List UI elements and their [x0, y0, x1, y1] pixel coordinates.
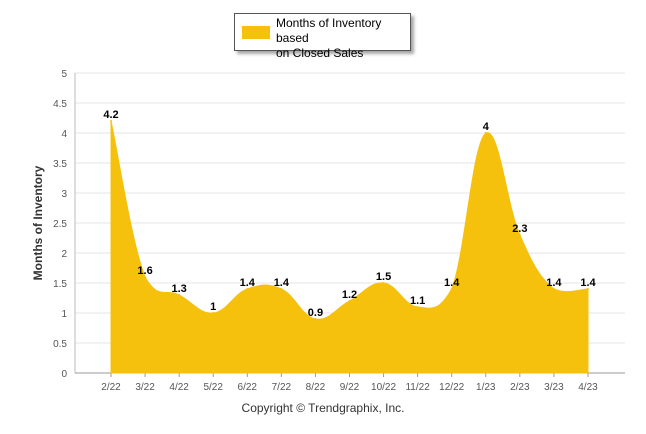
- data-point: [586, 288, 589, 290]
- x-tick-label: 10/22: [371, 382, 396, 393]
- legend-label: Months of Inventory based on Closed Sale…: [276, 16, 408, 61]
- x-tick-label: 2/22: [101, 382, 121, 393]
- y-tick-label: 4: [61, 129, 67, 140]
- data-label: 1.4: [580, 277, 596, 289]
- data-label: 1: [210, 301, 216, 313]
- data-point: [212, 312, 215, 314]
- y-axis-title: Months of Inventory: [31, 165, 45, 280]
- data-label: 1.2: [342, 289, 357, 301]
- legend-label-line2: on Closed Sales: [276, 46, 364, 60]
- data-point: [348, 300, 351, 302]
- y-tick-label: 1.5: [53, 279, 67, 290]
- x-tick-label: 6/22: [238, 382, 258, 393]
- data-point: [484, 132, 487, 134]
- data-point: [110, 120, 112, 122]
- data-point: [144, 276, 147, 278]
- x-tick-label: 3/22: [135, 382, 155, 393]
- y-tick-label: 3: [61, 189, 67, 200]
- x-tick-label: 2/23: [510, 382, 530, 393]
- copyright-text: Copyright © Trendgraphix, Inc.: [241, 401, 405, 415]
- x-tick-label: 5/22: [203, 382, 223, 393]
- y-tick-label: 4.5: [53, 99, 67, 110]
- y-tick-label: 2: [61, 249, 67, 260]
- data-label: 4: [483, 121, 490, 133]
- data-label: 1.4: [274, 277, 290, 289]
- y-tick-label: 2.5: [53, 219, 67, 230]
- data-point: [314, 318, 317, 320]
- data-point: [178, 294, 181, 296]
- data-label: 1.4: [444, 277, 460, 289]
- x-tick-label: 4/22: [169, 382, 189, 393]
- x-tick-label: 12/22: [439, 382, 464, 393]
- data-point: [280, 288, 283, 290]
- area-fill: [110, 120, 589, 374]
- data-point: [552, 288, 555, 290]
- data-label: 1.5: [376, 271, 391, 283]
- data-point: [382, 282, 385, 284]
- area-series: [110, 120, 589, 374]
- y-tick-label: 5: [61, 69, 67, 80]
- x-tick-label: 9/22: [340, 382, 360, 393]
- x-tick-label: 4/23: [578, 382, 598, 393]
- data-point: [450, 288, 453, 290]
- x-tick-label: 8/22: [306, 382, 326, 393]
- chart-legend: Months of Inventory based on Closed Sale…: [234, 13, 411, 60]
- y-tick-label: 3.5: [53, 159, 67, 170]
- data-label: 1.1: [410, 295, 425, 307]
- x-tick-label: 1/23: [476, 382, 496, 393]
- data-label: 1.6: [137, 265, 152, 277]
- x-tick-label: 11/22: [405, 382, 430, 393]
- x-tick-label: 7/22: [272, 382, 292, 393]
- data-label: 1.4: [240, 277, 256, 289]
- y-tick-label: 0: [61, 369, 67, 380]
- data-point: [518, 234, 521, 236]
- data-label: 0.9: [308, 307, 323, 319]
- data-point: [246, 288, 249, 290]
- data-label: 4.2: [103, 109, 118, 121]
- y-tick-label: 1: [61, 309, 67, 320]
- data-point: [416, 306, 419, 308]
- y-tick-label: 0.5: [53, 339, 67, 350]
- data-label: 1.4: [546, 277, 562, 289]
- data-labels: 4.2 1.6 1.3 1 1.4 1.4 0.9 1.2 1.5 1.1 1.4 4 2.3 1.4 1.…: [103, 109, 596, 319]
- legend-label-line1: Months of Inventory based: [276, 16, 382, 45]
- x-tick-label: 3/23: [544, 382, 564, 393]
- legend-swatch: [242, 26, 270, 39]
- data-label: 1.3: [171, 283, 186, 295]
- data-label: 2.3: [512, 223, 527, 235]
